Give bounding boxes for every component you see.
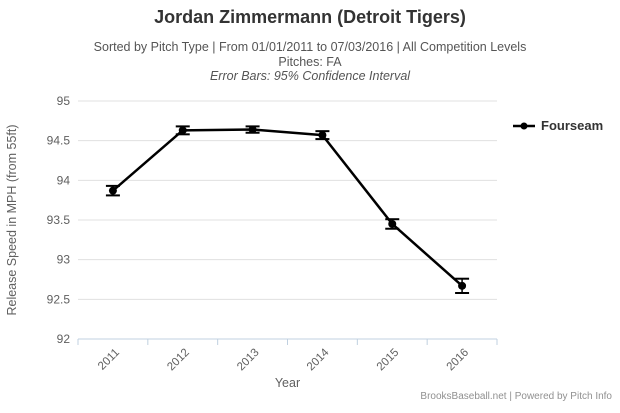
y-tick-label: 93 <box>57 253 71 267</box>
data-point-marker[interactable] <box>178 126 187 135</box>
y-tick-label: 94 <box>57 173 71 187</box>
x-tick-label: 2015 <box>375 347 402 374</box>
x-tick-label: 2013 <box>235 347 262 374</box>
legend-label: Fourseam <box>541 118 604 133</box>
chart-title: Jordan Zimmermann (Detroit Tigers) <box>154 7 466 27</box>
y-tick-label: 92 <box>57 332 71 346</box>
legend-series-marker-icon <box>513 122 535 129</box>
data-point-marker[interactable] <box>108 186 117 195</box>
data-point-marker[interactable] <box>388 219 397 228</box>
y-tick-label: 93.5 <box>47 213 71 227</box>
x-tick-label: 2012 <box>165 347 192 374</box>
x-tick-label: 2011 <box>96 347 122 373</box>
chart-subtitle-pitches: Pitches: FA <box>278 55 342 69</box>
legend-item-fourseam[interactable]: Fourseam <box>512 118 603 133</box>
series-line <box>111 128 464 288</box>
x-tick-label: 2014 <box>305 346 332 373</box>
y-axis-title: Release Speed in MPH (from 55ft) <box>5 124 19 316</box>
x-axis-title: Year <box>274 376 301 390</box>
data-point-marker[interactable] <box>318 131 327 140</box>
chart-subtitle-filters: Sorted by Pitch Type | From 01/01/2011 t… <box>93 40 527 54</box>
data-point-marker[interactable] <box>458 281 467 290</box>
credits-link[interactable]: BrooksBaseball.net | Powered by Pitch In… <box>420 391 612 402</box>
chart-subtitle-errorbars: Error Bars: 95% Confidence Interval <box>209 69 411 83</box>
data-point-marker[interactable] <box>248 125 257 134</box>
y-tick-label: 95 <box>57 94 71 108</box>
y-tick-label: 94.5 <box>47 134 71 148</box>
y-tick-label: 92.5 <box>47 292 71 306</box>
x-tick-label: 2016 <box>445 347 472 374</box>
